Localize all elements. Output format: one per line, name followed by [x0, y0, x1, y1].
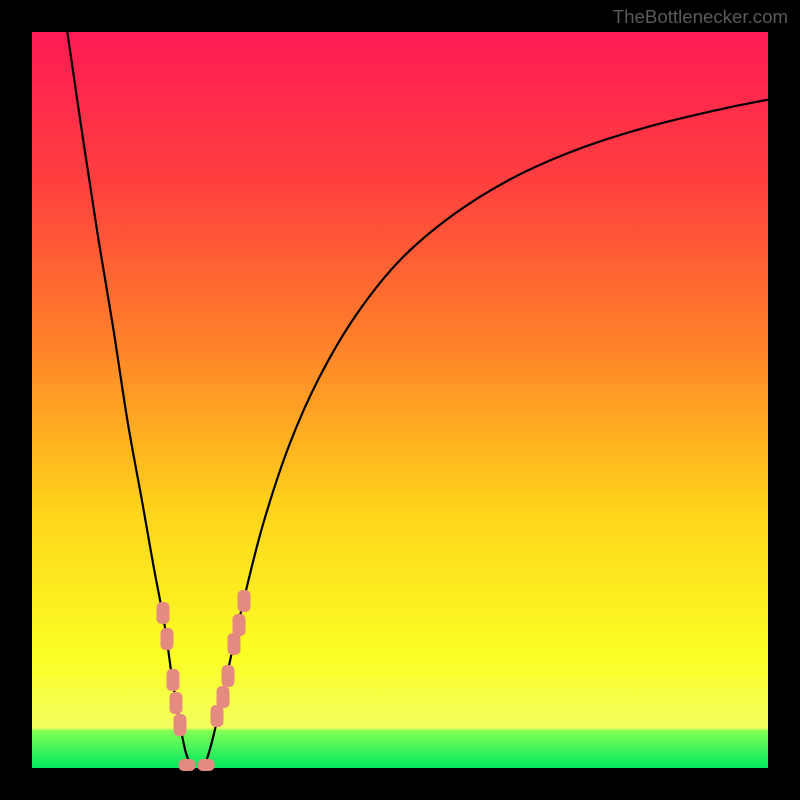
marker-left-0 — [157, 602, 170, 624]
marker-right-2 — [221, 665, 234, 687]
plot-area — [32, 32, 768, 768]
marker-right-1 — [216, 686, 229, 708]
marker-bottom-0 — [178, 759, 195, 771]
marker-right-3 — [228, 633, 241, 655]
marker-right-4 — [232, 614, 245, 636]
marker-left-3 — [170, 692, 183, 714]
watermark-text: TheBottlenecker.com — [613, 6, 788, 28]
marker-right-0 — [211, 705, 224, 727]
marker-left-1 — [160, 628, 173, 650]
marker-left-2 — [166, 669, 179, 691]
marker-left-4 — [173, 714, 186, 736]
marker-bottom-1 — [198, 759, 215, 771]
marker-right-5 — [237, 590, 250, 612]
chart-root: TheBottlenecker.com — [0, 0, 800, 800]
